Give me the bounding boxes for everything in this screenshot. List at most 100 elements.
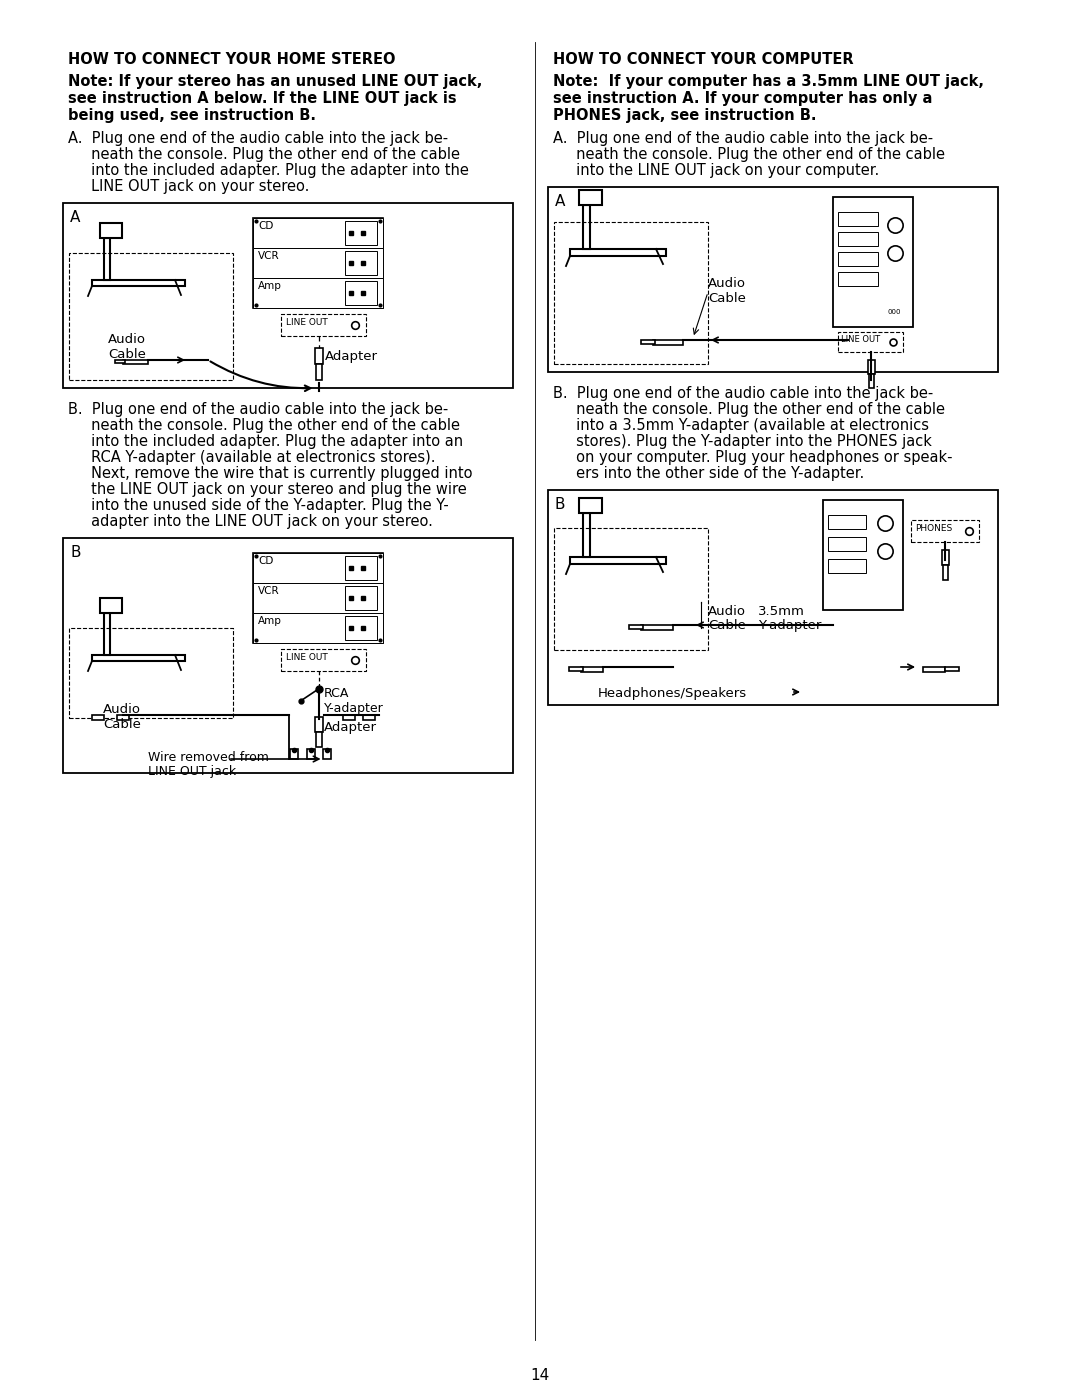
Bar (345, 616, 377, 640)
Bar (838, 232, 878, 246)
Bar (117, 715, 129, 719)
Bar (253, 583, 383, 613)
Bar (253, 218, 383, 307)
Text: B.  Plug one end of the audio cable into the jack be-: B. Plug one end of the audio cable into … (68, 402, 448, 416)
Text: RCA
Y-adapter: RCA Y-adapter (324, 687, 383, 715)
Bar (554, 528, 708, 650)
Text: see instruction A below. If the LINE OUT jack is: see instruction A below. If the LINE OUT… (68, 91, 457, 106)
Bar (69, 629, 233, 718)
Bar (828, 536, 866, 550)
Bar (838, 212, 878, 226)
Text: B: B (70, 545, 81, 560)
Bar (838, 332, 903, 352)
Text: Next, remove the wire that is currently plugged into: Next, remove the wire that is currently … (68, 467, 473, 481)
Text: neath the console. Plug the other end of the cable: neath the console. Plug the other end of… (68, 147, 460, 162)
Bar (104, 237, 110, 279)
Text: Adapter: Adapter (324, 351, 378, 363)
Text: into the included adapter. Plug the adapter into the: into the included adapter. Plug the adap… (68, 163, 469, 177)
Bar (253, 218, 383, 249)
Bar (100, 224, 122, 237)
Text: Amp: Amp (258, 616, 282, 626)
Bar (314, 717, 323, 732)
Text: Note: If your stereo has an unused LINE OUT jack,: Note: If your stereo has an unused LINE … (68, 74, 483, 89)
Text: ers into the other side of the Y-adapter.: ers into the other side of the Y-adapter… (553, 467, 864, 481)
Bar (307, 749, 314, 759)
Bar (363, 715, 375, 719)
Bar (289, 749, 297, 759)
Text: A: A (555, 194, 565, 210)
Text: B: B (555, 497, 566, 511)
Bar (281, 650, 366, 671)
Text: VCR: VCR (258, 585, 280, 597)
Bar (653, 339, 683, 345)
Text: VCR: VCR (258, 251, 280, 261)
Text: being used, see instruction B.: being used, see instruction B. (68, 108, 316, 123)
Bar (642, 624, 673, 630)
Bar (92, 655, 185, 661)
Text: Audio
Cable: Audio Cable (708, 277, 746, 305)
Bar (943, 564, 948, 580)
Bar (281, 314, 366, 337)
Text: HOW TO CONNECT YOUR HOME STEREO: HOW TO CONNECT YOUR HOME STEREO (68, 52, 395, 67)
Bar (315, 365, 322, 380)
Bar (570, 557, 666, 564)
Text: Audio: Audio (708, 605, 746, 617)
Bar (579, 497, 602, 513)
Text: stores). Plug the Y-adapter into the PHONES jack: stores). Plug the Y-adapter into the PHO… (553, 434, 932, 448)
Bar (114, 360, 125, 363)
Bar (548, 490, 998, 705)
Text: B.  Plug one end of the audio cable into the jack be-: B. Plug one end of the audio cable into … (553, 386, 933, 401)
Text: Audio
Cable: Audio Cable (108, 332, 146, 360)
Bar (315, 732, 322, 747)
Text: PHONES: PHONES (915, 524, 953, 534)
Bar (942, 550, 949, 564)
Text: HOW TO CONNECT YOUR COMPUTER: HOW TO CONNECT YOUR COMPUTER (553, 52, 853, 67)
Bar (583, 205, 590, 249)
Bar (345, 221, 377, 244)
Bar (345, 251, 377, 275)
Bar (923, 666, 945, 672)
Text: adapter into the LINE OUT jack on your stereo.: adapter into the LINE OUT jack on your s… (68, 514, 433, 529)
Text: CD: CD (258, 221, 273, 231)
Bar (554, 222, 708, 365)
Bar (838, 251, 878, 265)
Bar (69, 253, 233, 380)
Bar (92, 715, 104, 719)
Bar (314, 348, 323, 365)
Bar (63, 538, 513, 773)
Text: neath the console. Plug the other end of the cable: neath the console. Plug the other end of… (553, 147, 945, 162)
Text: on your computer. Plug your headphones or speak-: on your computer. Plug your headphones o… (553, 450, 953, 465)
Text: into the included adapter. Plug the adapter into an: into the included adapter. Plug the adap… (68, 434, 463, 448)
Text: RCA Y-adapter (available at electronics stores).: RCA Y-adapter (available at electronics … (68, 450, 435, 465)
Bar (92, 279, 185, 286)
Text: Headphones/Speakers: Headphones/Speakers (598, 687, 747, 700)
Bar (912, 520, 978, 542)
Bar (548, 187, 998, 372)
Text: Audio
Cable: Audio Cable (103, 703, 141, 731)
Text: 000: 000 (888, 309, 902, 314)
Text: 3.5mm: 3.5mm (758, 605, 805, 617)
Text: LINE OUT: LINE OUT (286, 319, 327, 327)
Bar (345, 556, 377, 580)
Text: Adapter: Adapter (324, 721, 377, 733)
Text: the LINE OUT jack on your stereo and plug the wire: the LINE OUT jack on your stereo and plu… (68, 482, 467, 497)
Bar (833, 197, 913, 327)
Text: see instruction A. If your computer has only a: see instruction A. If your computer has … (553, 91, 932, 106)
Bar (581, 666, 603, 672)
Bar (828, 515, 866, 529)
Bar (629, 624, 643, 629)
Bar (345, 281, 377, 305)
Bar (828, 559, 866, 573)
Text: neath the console. Plug the other end of the cable: neath the console. Plug the other end of… (553, 402, 945, 416)
Text: A.  Plug one end of the audio cable into the jack be-: A. Plug one end of the audio cable into … (553, 131, 933, 147)
Bar (823, 500, 903, 610)
Text: LINE OUT: LINE OUT (841, 335, 880, 344)
Bar (253, 553, 383, 643)
Text: Wire removed from: Wire removed from (148, 752, 269, 764)
Bar (642, 339, 654, 344)
Text: Amp: Amp (258, 281, 282, 291)
Bar (583, 513, 590, 557)
Text: LINE OUT jack on your stereo.: LINE OUT jack on your stereo. (68, 179, 309, 194)
Bar (868, 374, 874, 388)
Bar (570, 249, 666, 256)
